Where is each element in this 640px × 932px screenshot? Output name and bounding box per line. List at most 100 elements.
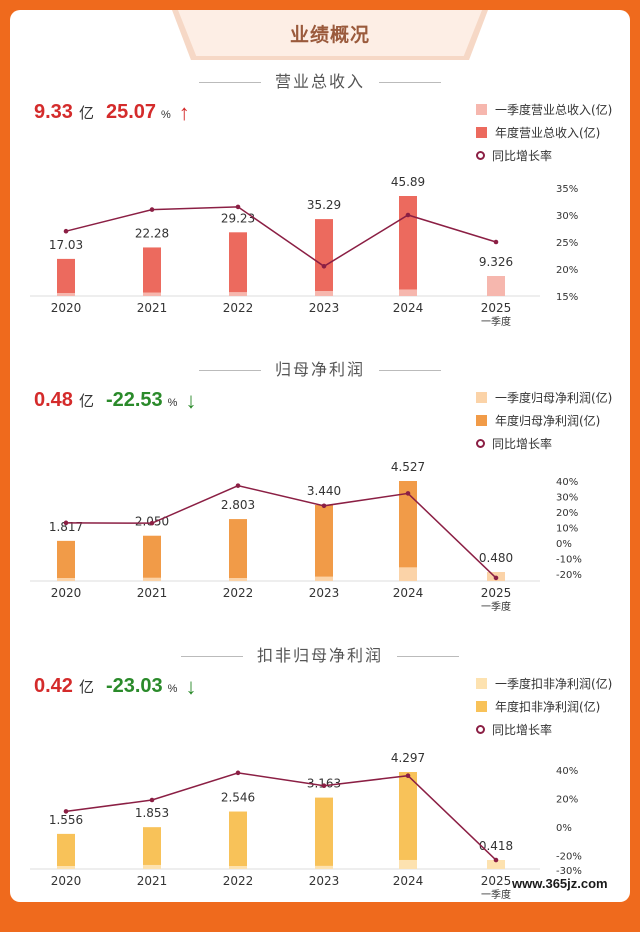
growth-point [63,809,69,814]
bar-q1 [229,866,247,869]
bar-annual [315,505,333,581]
legend-label: 年度营业总收入(亿) [495,126,601,140]
chart-svg: 17.03 2020 22.28 2021 29.23 2022 35.29 2023 45.8… [30,175,578,328]
bar-q1 [143,864,161,869]
legend-circle-icon [476,725,485,734]
x-tick-label: 2021 [137,586,168,600]
x-tick-label: 一季度 [481,600,511,613]
legend-swatch [476,104,487,115]
kpi-value: 0.48 [34,389,73,411]
growth-point [493,857,499,863]
x-tick-label: 2022 [223,874,254,888]
legend-circle-icon [476,151,485,160]
bar-value-label: 4.527 [391,460,425,474]
chart-svg: 1.81720202.05020212.80320223.44020234.52… [30,460,582,613]
y2-tick-label: 35% [556,184,578,195]
chart-legend: 一季度营业总收入(亿) 年度营业总收入(亿) 同比增长率 [476,98,612,167]
bar-annual [57,540,75,581]
x-tick-label: 2020 [51,586,82,600]
bar-annual [143,247,161,296]
legend-item-growth: 同比增长率 [476,432,612,455]
y2-tick-label: 40% [556,766,578,777]
x-tick-label: 2020 [51,874,82,888]
section-title-text: 营业总收入 [274,72,365,91]
report-card: 业绩概况 营业总收入 9.33 亿 25.07% ↑ 一季度营业总收入(亿) 年度营业… [10,10,630,902]
growth-point [235,483,241,488]
growth-point [493,575,499,581]
x-tick-label: 2022 [223,586,254,600]
header-tab [178,10,482,56]
x-tick-label: 2024 [393,874,424,888]
chart-legend: 一季度归母净利润(亿) 年度归母净利润(亿) 同比增长率 [476,386,612,455]
section-revenue: 营业总收入 9.33 亿 25.07% ↑ 一季度营业总收入(亿) 年度营业总收入(亿… [10,68,630,358]
legend-label: 一季度营业总收入(亿) [495,103,613,117]
bar-q1 [399,859,417,869]
bar-q1 [315,290,333,296]
legend-label: 同比增长率 [492,149,553,163]
section-title: 归母净利润 [10,356,630,380]
kpi-unit: 亿 [78,393,94,410]
kpi-value: 9.33 [34,101,73,123]
bar-annual [57,833,75,869]
bar-value-label: 2.546 [221,791,255,805]
kpi-value: 0.42 [34,675,73,697]
bar-q1 [229,578,247,581]
x-tick-label: 2023 [309,301,340,315]
watermark-text: www.365jz.com [512,876,608,891]
growth-point [63,228,69,234]
bar-value-label: 0.480 [479,551,513,565]
y2-tick-label: 20% [556,795,578,806]
y2-tick-label: 40% [556,477,578,488]
bar-annual [143,535,161,581]
x-tick-label: 2025 [481,874,512,888]
bar-q1 [399,289,417,296]
legend-item-growth: 同比增长率 [476,144,612,167]
bar-value-label: 1.556 [49,813,83,827]
legend-swatch [476,701,487,712]
bar-q1 [229,292,247,296]
bar-annual [229,232,247,296]
legend-swatch [476,127,487,138]
x-tick-label: 2022 [223,301,254,315]
x-tick-label: 2025 [481,586,512,600]
bar-value-label: 35.29 [307,198,341,212]
x-tick-label: 2023 [309,874,340,888]
bar-q1 [399,567,417,581]
x-tick-label: 一季度 [481,888,511,901]
y2-tick-label: 0% [556,539,572,550]
growth-point [321,503,327,509]
bar-value-label: 1.853 [135,806,169,820]
x-tick-label: 2025 [481,301,512,315]
legend-label: 一季度扣非净利润(亿) [495,677,613,691]
bar-annual [399,772,417,869]
page-title: 业绩概况 [289,24,370,46]
bar-annual [229,811,247,869]
growth-point [235,770,241,776]
kpi-row: 0.48 亿 -22.53% ↓ [34,386,196,413]
legend-item-annual: 年度扣非净利润(亿) [476,695,612,718]
legend-item-growth: 同比增长率 [476,718,612,741]
growth-line [65,206,497,268]
y2-tick-label: -30% [556,866,582,877]
x-tick-label: 2021 [137,301,168,315]
bar-value-label: 2.803 [221,498,255,512]
kpi-growth: -22.53 [105,389,163,411]
x-tick-label: 2020 [51,301,82,315]
bar-value-label: 29.23 [221,211,255,225]
kpi-growth-unit: % [167,397,178,409]
bar-annual [229,519,247,581]
legend-item-annual: 年度营业总收入(亿) [476,121,612,144]
x-tick-label: 2024 [393,301,424,315]
kpi-row: 9.33 亿 25.07% ↑ [34,98,190,125]
growth-point [405,491,411,496]
legend-item-annual: 年度归母净利润(亿) [476,409,612,432]
y2-tick-label: 20% [556,265,578,276]
growth-point [405,212,411,218]
bar-annual [315,219,333,296]
bar-q1 [57,866,75,869]
bar-annual [399,481,417,581]
growth-point [235,204,241,210]
kpi-growth-unit: % [167,683,178,695]
y2-tick-label: 25% [556,238,578,249]
growth-point [493,239,499,245]
